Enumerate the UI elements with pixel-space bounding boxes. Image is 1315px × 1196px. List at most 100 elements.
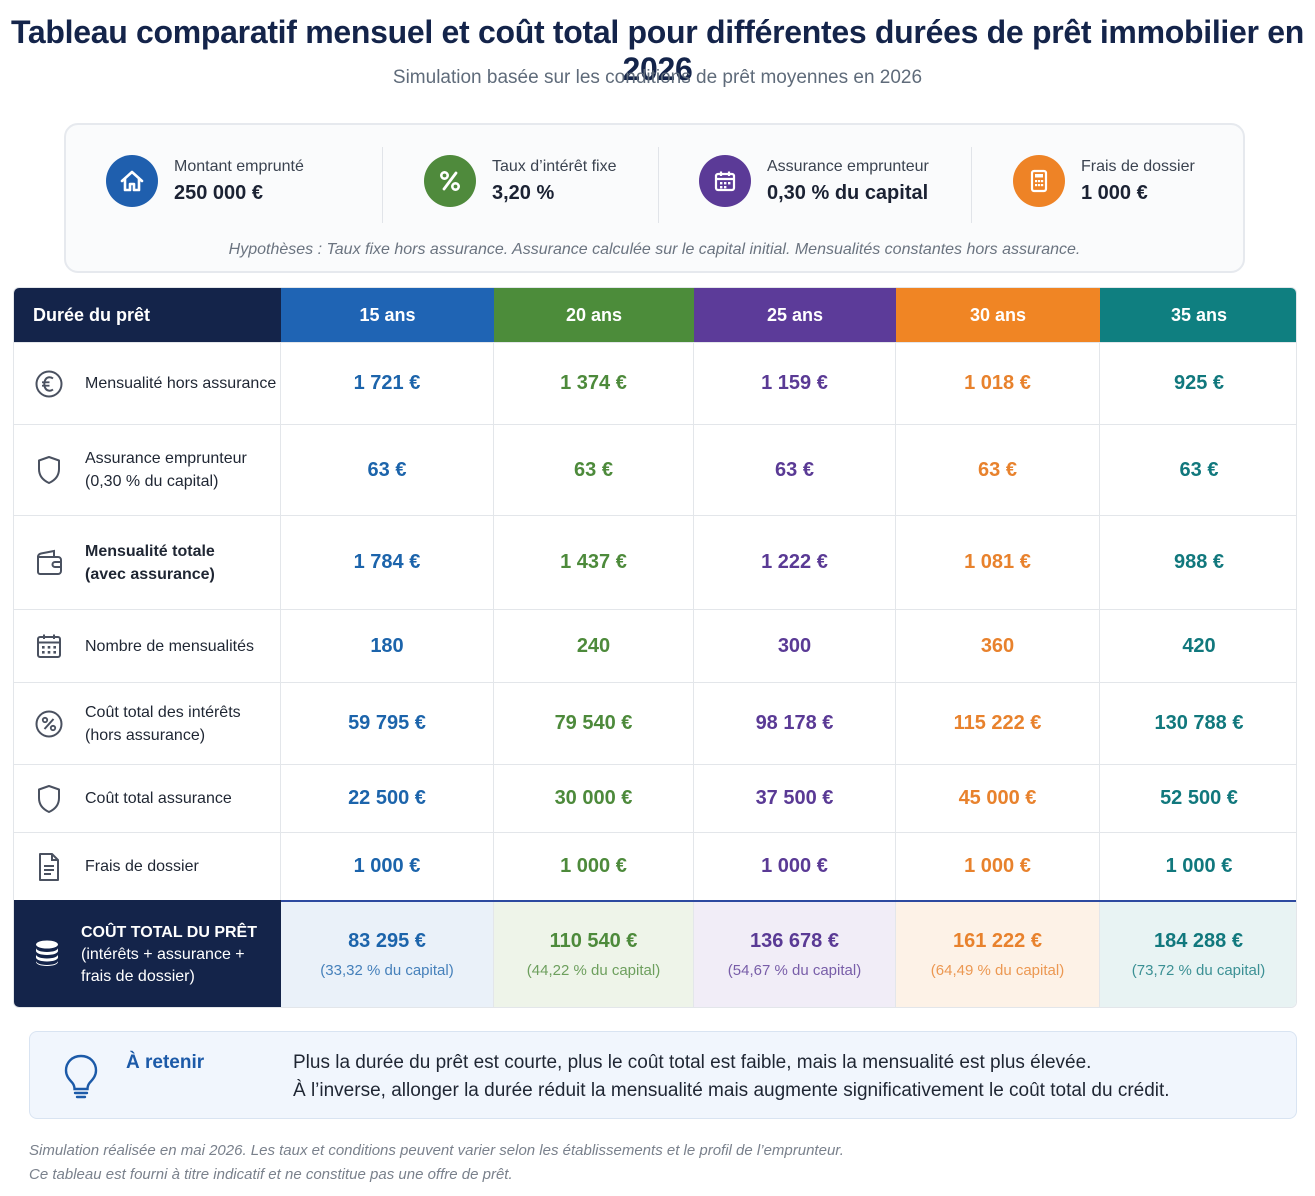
total-cell: 161 222 € (64,49 % du capital) — [896, 900, 1100, 1007]
table-row: Mensualité hors assurance 1 721 €1 374 €1… — [14, 342, 1296, 424]
house-icon — [106, 155, 158, 207]
euro-icon — [32, 369, 66, 399]
param-label: Montant emprunté — [174, 157, 304, 175]
table-cell: 63 € — [694, 425, 896, 515]
total-percent: (54,67 % du capital) — [727, 962, 862, 979]
takeaway-title: À retenir — [126, 1052, 205, 1073]
row-label-text: Mensualité hors assurance — [85, 375, 277, 392]
row-label-text: Assurance emprunteur — [85, 450, 247, 467]
table-cell: 1 000 € — [281, 833, 494, 900]
table-cell: 1 018 € — [896, 343, 1100, 424]
comparison-table: Durée du prêt 15 ans 20 ans 25 ans 30 ans 35 … — [13, 287, 1297, 1008]
row-label-subtext: (hors assurance) — [85, 726, 206, 744]
table-row: Assurance emprunteur (0,30 % du capital) 6… — [14, 424, 1296, 515]
divider — [971, 147, 972, 223]
table-cell: 1 159 € — [694, 343, 896, 424]
table-cell: 1 000 € — [896, 833, 1100, 900]
table-cell: 180 — [281, 610, 494, 682]
total-value: 83 295 € — [348, 930, 426, 952]
footer-note: Simulation réalisée en mai 2026. Les tau… — [29, 1142, 844, 1159]
row-label-subtext: (avec assurance) — [85, 565, 215, 583]
table-cell: 98 178 € — [694, 683, 896, 764]
column-header: 30 ans — [896, 288, 1100, 342]
shield-icon — [32, 783, 66, 815]
total-value: 184 288 € — [1154, 930, 1243, 952]
row-label: Mensualité hors assurance — [14, 343, 281, 424]
total-percent: (73,72 % du capital) — [1131, 962, 1266, 979]
total-label-text: frais de dossier) — [81, 967, 195, 985]
percent-icon — [424, 155, 476, 207]
column-header: 20 ans — [494, 288, 694, 342]
param-label: Assurance emprunteur — [767, 157, 929, 175]
column-header: 15 ans — [281, 288, 494, 342]
total-cell: 136 678 € (54,67 % du capital) — [694, 900, 896, 1007]
calendar-icon — [32, 631, 66, 661]
param-label: Frais de dossier — [1081, 157, 1195, 175]
table-cell: 63 € — [281, 425, 494, 515]
table-cell: 1 784 € — [281, 516, 494, 609]
table-cell: 63 € — [896, 425, 1100, 515]
wallet-icon — [32, 548, 66, 578]
row-label-subtext: (0,30 % du capital) — [85, 473, 219, 490]
table-row: Coût total assurance 22 500 €30 000 €37 5… — [14, 764, 1296, 832]
table-cell: 1 000 € — [694, 833, 896, 900]
table-cell: 300 — [694, 610, 896, 682]
calendar-icon — [699, 155, 751, 207]
takeaway-line: À l’inverse, allonger la durée réduit la… — [293, 1080, 1170, 1101]
table-cell: 925 € — [1173, 372, 1225, 394]
table-cell: 52 500 € — [1160, 787, 1238, 809]
table-cell: 1 081 € — [896, 516, 1100, 609]
total-divider — [281, 900, 1296, 902]
table-cell: 988 € — [1173, 551, 1225, 573]
table-cell: 63 € — [494, 425, 694, 515]
table-cell: 1 000 € — [494, 833, 694, 900]
table-cell: 1 000 € — [1165, 855, 1233, 877]
total-percent: (64,49 % du capital) — [930, 962, 1065, 979]
table-cell: 1 721 € — [281, 343, 494, 424]
total-label-text: (intérêts + assurance + — [81, 945, 245, 963]
total-cost-row: COÛT TOTAL DU PRÊT (intérêts + assurance … — [14, 900, 1296, 1007]
divider — [382, 147, 383, 223]
row-label: Nombre de mensualités — [14, 610, 281, 682]
total-percent: (44,22 % du capital) — [526, 962, 661, 979]
percent-circle-icon — [32, 709, 66, 739]
row-label: Mensualité totale (avec assurance) — [14, 516, 281, 609]
column-header: 25 ans — [694, 288, 896, 342]
row-label: Coût total des intérêts (hors assurance) — [14, 683, 281, 764]
key-takeaway-box: À retenir Plus la durée du prêt est cour… — [29, 1031, 1297, 1119]
total-value: 110 540 € — [549, 930, 638, 952]
table-cell: 1 374 € — [494, 343, 694, 424]
total-value: 161 222 € — [953, 930, 1042, 952]
page-title: Tableau comparatif mensuel et coût total… — [11, 14, 1304, 87]
table-cell: 22 500 € — [281, 765, 494, 832]
total-cell: 184 288 € (73,72 % du capital) — [1100, 900, 1296, 1007]
row-label: Coût total assurance — [14, 765, 281, 832]
total-value: 136 678 € — [750, 930, 839, 952]
column-header: 35 ans — [1100, 288, 1296, 342]
table-cell: 420 — [1182, 634, 1216, 657]
table-cell: 45 000 € — [896, 765, 1100, 832]
param-value: 1 000 € — [1081, 181, 1148, 204]
table-cell: 37 500 € — [694, 765, 896, 832]
table-cell: 1 222 € — [694, 516, 896, 609]
header-duration-label: Durée du prêt — [14, 288, 281, 342]
row-label: Frais de dossier — [14, 833, 281, 900]
param-value: 3,20 % — [492, 181, 555, 204]
total-cell: 110 540 € (44,22 % du capital) — [494, 900, 694, 1007]
table-row: Nombre de mensualités 180 240 300 360 420 — [14, 609, 1296, 682]
row-label-text: Mensualité totale — [85, 542, 215, 560]
table-cell: 59 795 € — [281, 683, 494, 764]
total-label-text: COÛT TOTAL DU PRÊT — [81, 923, 257, 941]
param-insurance: Assurance emprunteur 0,30 % du capital — [699, 153, 929, 209]
table-cell: 63 € — [1179, 458, 1219, 481]
footer-note: Ce tableau est fourni à titre indicatif … — [29, 1166, 513, 1183]
row-label-text: Nombre de mensualités — [85, 637, 254, 655]
param-label: Taux d’intérêt fixe — [492, 157, 617, 175]
row-label-text: Coût total des intérêts — [85, 703, 241, 721]
page-subtitle: Simulation basée sur les conditions de p… — [392, 67, 923, 88]
document-icon — [32, 851, 66, 883]
row-label-text: Coût total assurance — [85, 790, 232, 807]
param-value: 0,30 % du capital — [767, 181, 929, 204]
takeaway-line: Plus la durée du prêt est courte, plus l… — [293, 1052, 1092, 1073]
table-row: Frais de dossier 1 000 €1 000 €1 000 €1 0… — [14, 832, 1296, 900]
